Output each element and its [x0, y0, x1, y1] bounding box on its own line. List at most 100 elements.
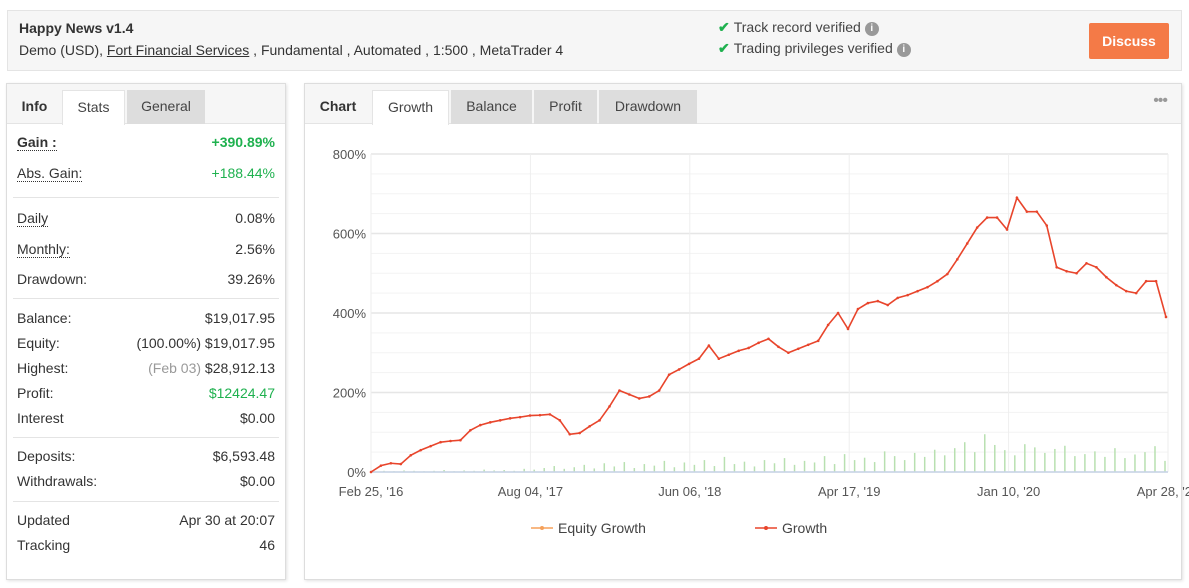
growth-point: [498, 419, 502, 422]
growth-point: [936, 279, 939, 283]
growth-point: [946, 272, 949, 276]
verification-label: Trading privileges verified: [733, 40, 893, 56]
equity-label: Equity:: [17, 335, 60, 351]
growth-point: [1015, 196, 1019, 200]
growth-point: [638, 397, 641, 400]
legend-marker-dot: [540, 526, 544, 530]
tab-general[interactable]: General: [127, 90, 205, 124]
growth-point: [409, 454, 413, 457]
growth-point: [608, 405, 611, 408]
legend-label[interactable]: Growth: [782, 520, 827, 536]
growth-point: [876, 299, 880, 303]
growth-point: [836, 311, 840, 315]
growth-point: [598, 419, 601, 422]
gain-label[interactable]: Gain :: [17, 134, 57, 151]
abs-gain-label[interactable]: Abs. Gain:: [17, 165, 83, 182]
growth-point: [866, 301, 870, 305]
series-line-growth: [370, 195, 1167, 473]
tab-info[interactable]: Info: [21, 98, 48, 114]
broker-link[interactable]: Fort Financial Services: [106, 42, 250, 58]
strategy-header: Happy News v1.4 Demo (USD), Fort Financi…: [7, 10, 1182, 71]
growth-point: [538, 413, 542, 417]
discuss-button[interactable]: Discuss: [1089, 23, 1169, 59]
growth-point: [369, 470, 373, 474]
growth-point: [757, 341, 760, 345]
growth-point: [488, 421, 492, 424]
tab-balance[interactable]: Balance: [451, 90, 532, 124]
check-icon: ✔: [718, 19, 730, 35]
growth-point: [707, 344, 711, 347]
tab-growth[interactable]: Growth: [372, 90, 449, 125]
growth-point: [767, 337, 770, 341]
growth-point: [1154, 279, 1158, 283]
growth-point: [429, 444, 432, 448]
page-title: Happy News v1.4: [19, 20, 134, 36]
info-icon[interactable]: i: [864, 22, 879, 36]
growth-point: [667, 373, 671, 376]
equity-percent: (100.00%): [136, 335, 202, 351]
equity-value: $19,017.95: [204, 335, 275, 351]
profit-label: Profit:: [17, 385, 54, 401]
growth-point: [727, 353, 731, 357]
chart-tabs: Chart Growth Balance Profit Drawdown •••: [305, 84, 1181, 125]
tab-profit[interactable]: Profit: [534, 90, 597, 124]
growth-point: [856, 307, 860, 311]
growth-point: [787, 351, 790, 355]
updated-value: Apr 30 at 20:07: [179, 512, 275, 528]
growth-point: [916, 289, 919, 293]
divider: [13, 197, 279, 198]
growth-point: [1085, 262, 1088, 265]
growth-point: [1105, 275, 1108, 279]
growth-point: [419, 448, 422, 452]
growth-point: [1164, 315, 1168, 319]
balance-value: $19,017.95: [204, 310, 275, 326]
growth-point: [399, 462, 403, 466]
growth-point: [508, 417, 512, 420]
growth-point: [687, 362, 691, 366]
stats-tabs: Info Stats General: [7, 84, 285, 125]
x-tick-label: Apr 28, '21: [1137, 484, 1189, 499]
stats-panel: Info Stats General Gain : +390.89% Abs. G…: [6, 83, 286, 580]
growth-point: [578, 431, 581, 435]
growth-point: [826, 323, 830, 327]
growth-point: [956, 258, 959, 261]
growth-point: [985, 216, 989, 219]
monthly-label[interactable]: Monthly:: [17, 241, 70, 258]
growth-point: [1035, 210, 1039, 213]
y-tick-label: 0%: [347, 465, 366, 480]
account-details: Demo (USD), Fort Financial Services , Fu…: [19, 42, 563, 58]
growth-point: [528, 414, 532, 417]
tab-chart-label: Chart: [319, 98, 357, 114]
interest-value: $0.00: [239, 410, 275, 426]
growth-point: [677, 368, 681, 371]
growth-point: [657, 389, 661, 392]
growth-point: [886, 303, 890, 307]
legend-label[interactable]: Equity Growth: [558, 520, 646, 536]
legend-marker-dot: [764, 526, 768, 530]
growth-point: [717, 357, 721, 361]
interest-label: Interest: [17, 410, 64, 426]
more-options-icon[interactable]: •••: [1153, 92, 1168, 109]
growth-point: [1095, 265, 1098, 269]
growth-point: [747, 346, 750, 350]
growth-point: [518, 415, 522, 419]
growth-point: [469, 428, 472, 432]
growth-point: [697, 357, 701, 361]
account-attributes: , Fundamental , Automated , 1:500 , Meta…: [249, 42, 564, 58]
trading-privileges-verified: ✔ Trading privileges verified i: [718, 40, 911, 57]
growth-point: [449, 439, 452, 443]
verification-label: Track record verified: [733, 19, 861, 35]
tab-stats[interactable]: Stats: [62, 90, 125, 125]
series-line-equity-growth: [370, 196, 1167, 473]
growth-point: [737, 349, 740, 353]
growth-point: [797, 347, 800, 351]
tab-drawdown[interactable]: Drawdown: [599, 90, 697, 124]
growth-point: [479, 423, 482, 427]
info-icon[interactable]: i: [896, 43, 911, 57]
growth-point: [1045, 224, 1049, 227]
growth-point: [806, 343, 810, 347]
divider: [13, 501, 279, 502]
daily-label[interactable]: Daily: [17, 210, 49, 227]
deposits-label: Deposits:: [17, 448, 76, 464]
monthly-value: 2.56%: [235, 241, 275, 257]
